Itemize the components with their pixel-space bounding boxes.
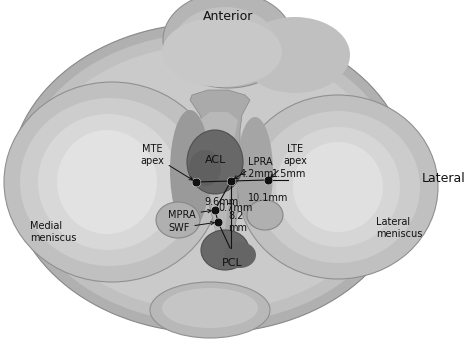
- Text: 8.2
mm: 8.2 mm: [228, 211, 247, 233]
- Ellipse shape: [173, 7, 277, 83]
- Ellipse shape: [256, 111, 420, 263]
- Text: 0.7mm: 0.7mm: [218, 203, 252, 213]
- Text: LPRA: LPRA: [234, 157, 273, 179]
- Ellipse shape: [162, 288, 258, 328]
- Text: Lateral: Lateral: [422, 171, 466, 185]
- Ellipse shape: [189, 150, 221, 186]
- Polygon shape: [200, 112, 238, 230]
- Text: Medial
meniscus: Medial meniscus: [30, 221, 76, 243]
- Text: Lateral
meniscus: Lateral meniscus: [376, 217, 422, 239]
- Text: 9.6mm: 9.6mm: [204, 197, 238, 207]
- Ellipse shape: [201, 230, 249, 270]
- Text: Anterior: Anterior: [203, 10, 253, 23]
- Ellipse shape: [57, 130, 157, 234]
- Text: 1.5mm: 1.5mm: [272, 169, 306, 179]
- Ellipse shape: [162, 17, 282, 87]
- Ellipse shape: [163, 0, 293, 88]
- Text: 4.2mm: 4.2mm: [240, 169, 274, 179]
- Ellipse shape: [293, 142, 383, 232]
- Ellipse shape: [32, 45, 388, 311]
- Text: MPRA: MPRA: [168, 209, 211, 220]
- Text: MTE
apex: MTE apex: [140, 144, 193, 180]
- Ellipse shape: [187, 130, 243, 194]
- Text: 10.1mm: 10.1mm: [248, 193, 288, 203]
- Ellipse shape: [156, 202, 200, 238]
- Ellipse shape: [38, 114, 178, 250]
- Ellipse shape: [247, 200, 283, 230]
- Text: LTE
apex: LTE apex: [271, 144, 307, 177]
- Ellipse shape: [20, 98, 200, 266]
- Ellipse shape: [10, 23, 410, 333]
- Ellipse shape: [276, 127, 400, 247]
- Ellipse shape: [224, 242, 256, 268]
- Ellipse shape: [237, 117, 273, 227]
- Ellipse shape: [170, 110, 210, 230]
- Text: PCL: PCL: [222, 258, 242, 268]
- Text: ACL: ACL: [205, 155, 227, 165]
- Text: SWF: SWF: [168, 221, 214, 233]
- Ellipse shape: [238, 95, 438, 279]
- Ellipse shape: [240, 17, 350, 93]
- Polygon shape: [190, 90, 250, 245]
- Ellipse shape: [150, 282, 270, 338]
- Ellipse shape: [4, 82, 220, 282]
- Ellipse shape: [20, 33, 400, 323]
